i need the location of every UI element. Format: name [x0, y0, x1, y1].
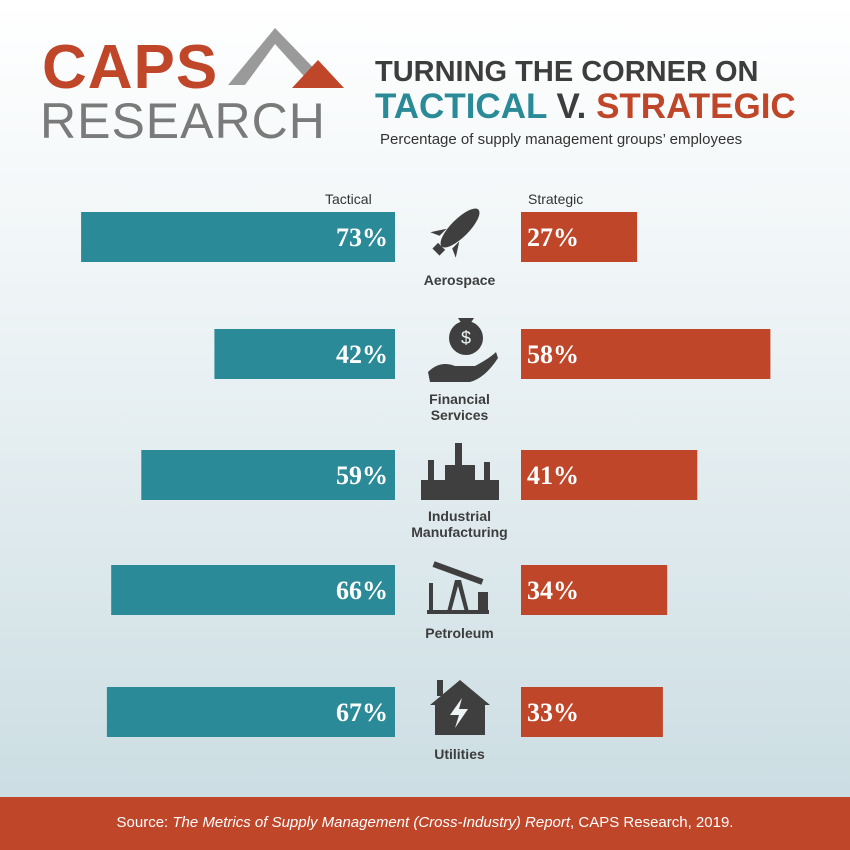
footer-band	[0, 797, 850, 850]
value-label: 58%	[527, 340, 579, 369]
logo-top: CAPS	[42, 33, 219, 102]
subtitle: Percentage of supply management groups’ …	[380, 131, 743, 148]
bar	[521, 687, 663, 737]
bar	[521, 450, 698, 500]
logo-bottom: RESEARCH	[40, 93, 326, 149]
value-label: 33%	[527, 698, 579, 727]
title-line-2: TACTICAL V. STRATEGIC	[375, 87, 796, 127]
category-label: Aerospace	[423, 272, 496, 288]
money-bag-icon: $	[428, 318, 498, 382]
category-label: Petroleum	[425, 625, 494, 641]
bar	[141, 450, 395, 500]
rocket-icon	[430, 208, 480, 258]
category-label: Utilities	[434, 746, 485, 762]
value-label: 73%	[336, 223, 388, 252]
bar	[106, 687, 396, 737]
series-name: Tactical	[325, 191, 372, 207]
bar	[81, 212, 395, 262]
pumpjack-icon	[427, 561, 489, 614]
category-label: Financial Services	[429, 391, 490, 423]
bar	[521, 212, 638, 262]
value-label: 59%	[336, 461, 388, 490]
title-v: V.	[556, 87, 587, 126]
title-strategic: STRATEGIC	[596, 87, 796, 126]
bar	[214, 329, 395, 379]
title-line-1: TURNING THE CORNER ON	[375, 56, 759, 88]
value-label: 41%	[527, 461, 579, 490]
svg-text:$: $	[461, 328, 471, 348]
factory-icon	[421, 443, 499, 500]
bar	[521, 565, 668, 615]
value-label: 42%	[336, 340, 388, 369]
source: Source: The Metrics of Supply Management…	[0, 814, 850, 831]
title-tactical: TACTICAL	[375, 87, 547, 126]
source-prefix: Source:	[116, 814, 173, 831]
bar	[111, 565, 395, 615]
bar	[521, 329, 771, 379]
value-label: 27%	[527, 223, 579, 252]
house-icon	[430, 680, 490, 735]
series-name: Strategic	[528, 191, 584, 207]
source-suffix: , CAPS Research, 2019.	[570, 814, 734, 831]
value-label: 66%	[336, 576, 388, 605]
value-label: 67%	[336, 698, 388, 727]
value-label: 34%	[527, 576, 579, 605]
category-label: Industrial Manufacturing	[411, 508, 508, 540]
icons: $	[421, 208, 499, 735]
logo-chevron	[228, 28, 330, 85]
source-report: The Metrics of Supply Management (Cross-…	[172, 814, 571, 831]
logo-triangle	[292, 60, 344, 88]
